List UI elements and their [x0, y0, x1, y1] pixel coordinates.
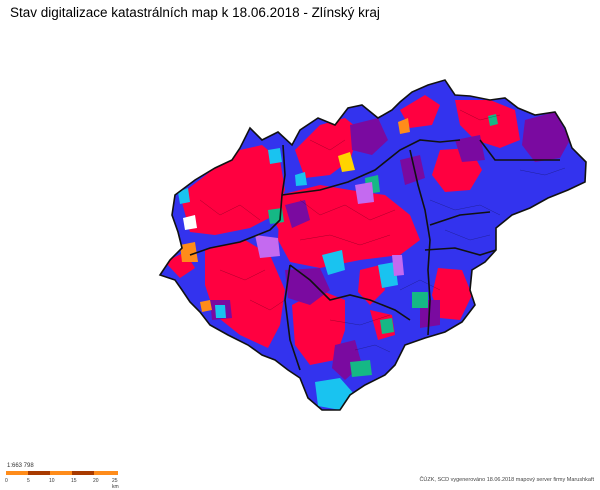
scale-tick: 10: [49, 478, 55, 484]
area-purple-5: [455, 135, 485, 162]
area-teal-6: [380, 318, 394, 334]
cadastral-areas: [165, 95, 570, 410]
scale-tick: 15: [71, 478, 77, 484]
area-orange-3: [200, 300, 212, 312]
area-red-west: [180, 145, 285, 235]
area-violet-2: [355, 182, 374, 204]
area-purple-4: [400, 155, 425, 185]
municipality-boundaries: [199, 109, 566, 353]
area-cyan-3: [268, 148, 282, 164]
area-teal-1: [268, 208, 284, 224]
area-teal-4: [412, 292, 428, 308]
area-cyan-1: [322, 250, 345, 275]
area-red-south: [292, 290, 345, 365]
area-orange-2: [398, 118, 410, 134]
scale-tick: 0: [5, 478, 8, 484]
map-title: Stav digitalizace katastrálních map k 18…: [10, 5, 380, 20]
area-red-northeast: [455, 100, 520, 148]
scale-ratio: 1:663 798: [7, 463, 34, 469]
area-teal-5: [488, 114, 498, 126]
scale-tick: 20: [93, 478, 99, 484]
map-credits: ČÚZK, SCD vygenerováno 18.06.2018 mapový…: [419, 477, 594, 483]
area-white-gap: [183, 215, 197, 230]
scale-bar: [6, 471, 118, 475]
scale-tick: 25 km: [112, 478, 119, 490]
area-cyan-6: [178, 188, 190, 204]
area-yellow-1: [338, 152, 355, 172]
area-cyan-4: [295, 172, 307, 186]
area-purple-1: [350, 118, 388, 155]
area-red-small-2: [358, 265, 385, 305]
area-violet-1: [255, 235, 280, 258]
scale-tick: 5: [27, 478, 30, 484]
area-purple-6: [285, 200, 310, 228]
area-cyan-5: [215, 305, 226, 318]
area-red-small-1: [400, 95, 440, 128]
area-purple-east: [522, 112, 570, 162]
area-red-southwest: [205, 240, 285, 348]
area-teal-3: [350, 360, 372, 377]
district-borders: [189, 139, 560, 371]
area-violet-3: [392, 255, 404, 276]
scale-tick-labels: 0 5 10 15 20 25 km: [4, 478, 124, 490]
area-orange-1: [180, 242, 198, 262]
area-red-central: [278, 185, 420, 268]
area-red-southeast: [432, 268, 472, 320]
area-cyan-2: [378, 262, 398, 288]
area-purple-2: [285, 268, 330, 305]
